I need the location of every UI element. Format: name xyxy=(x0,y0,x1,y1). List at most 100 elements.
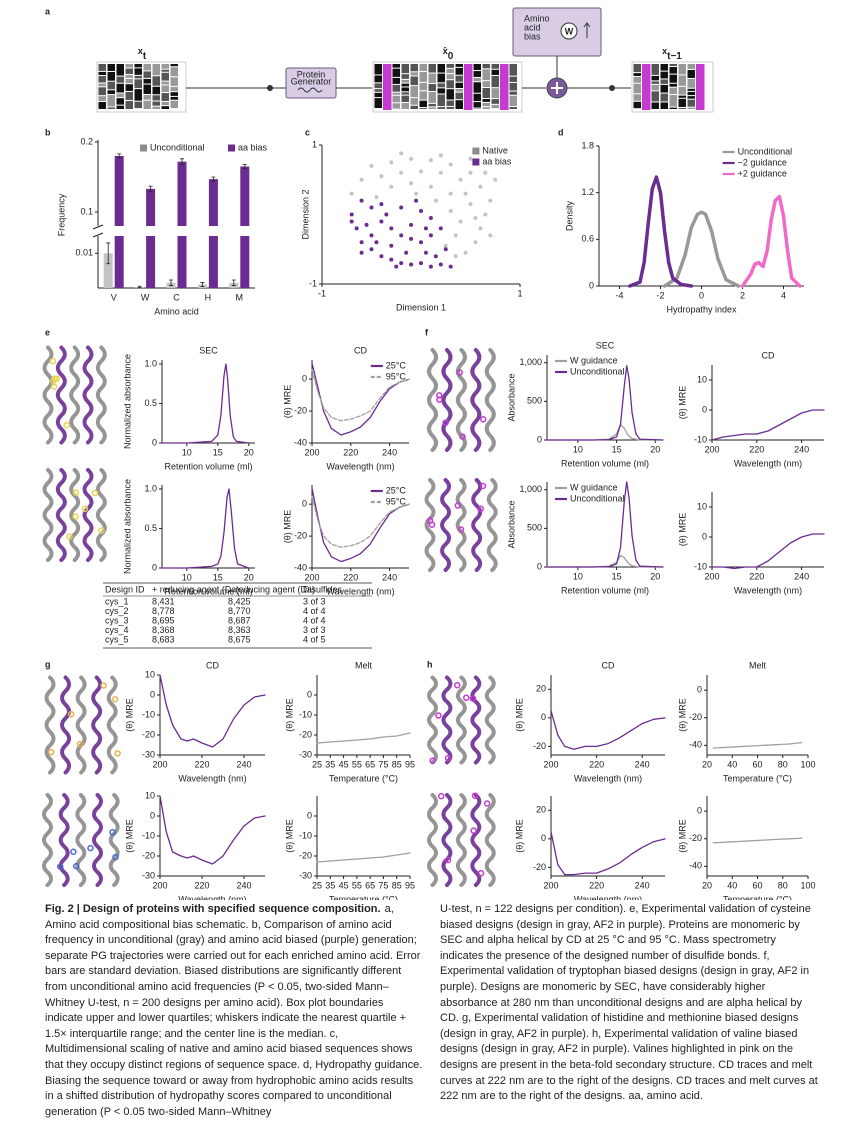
point xyxy=(399,233,404,238)
logo-letter xyxy=(161,72,169,81)
logo-letter xyxy=(437,107,445,109)
table-cell: 4 of 5 xyxy=(303,634,326,644)
logo-letter xyxy=(455,89,463,92)
x-tick-label: 20 xyxy=(702,880,712,890)
logo-letter xyxy=(464,64,473,110)
logo-letter xyxy=(152,106,160,109)
logo-letter xyxy=(125,78,133,84)
point xyxy=(359,240,364,245)
logo-letter xyxy=(161,69,169,72)
x-axis-label: Retention volume (ml) xyxy=(164,461,252,471)
line xyxy=(161,363,250,444)
chart-title: CD xyxy=(206,660,219,670)
logo-letter xyxy=(116,76,124,83)
panel-label: b xyxy=(45,127,51,137)
side-chain xyxy=(444,856,452,864)
x-tick-label: 220 xyxy=(749,444,764,454)
x-tick-label: 55 xyxy=(352,880,362,890)
y-axis-label: Normalized absorbance xyxy=(122,354,132,449)
point xyxy=(468,170,473,175)
logo-letter xyxy=(125,84,133,91)
logo-letter xyxy=(125,68,133,75)
point xyxy=(409,222,414,227)
side-chain xyxy=(67,710,75,718)
point xyxy=(354,226,359,231)
logo-letter xyxy=(392,64,400,68)
legend-label: Native xyxy=(482,145,508,155)
logo-letter xyxy=(392,103,400,109)
x-tick-label: 220 xyxy=(749,571,764,581)
x-axis-label: Temperature (°C) xyxy=(723,894,792,900)
side-chain xyxy=(442,419,449,427)
side-chain xyxy=(454,502,462,509)
x-tick-label: 240 xyxy=(794,571,809,581)
point xyxy=(488,233,493,238)
logo-letter xyxy=(125,75,133,78)
x-tick-label: 220 xyxy=(343,572,358,582)
legend-label: W guidance xyxy=(570,355,618,365)
logo-letter xyxy=(482,87,490,99)
logo-letter xyxy=(633,76,641,83)
x-tick-label: V xyxy=(111,292,117,302)
state-base: x̂ xyxy=(443,46,448,56)
logo-letter xyxy=(428,64,436,73)
logo-letter xyxy=(134,68,142,75)
point xyxy=(423,226,428,231)
point xyxy=(369,247,374,252)
side-chain xyxy=(91,489,99,497)
logo-letter xyxy=(428,103,436,107)
line xyxy=(662,210,741,288)
logo-letter xyxy=(143,100,151,109)
x-tick-label: 10 xyxy=(573,571,583,581)
point xyxy=(438,226,443,231)
point xyxy=(428,233,433,238)
state-base: x xyxy=(662,46,667,56)
side-chain xyxy=(72,513,79,520)
protein-ribbon xyxy=(95,345,107,445)
up-arrow xyxy=(583,22,591,38)
legend-swatch xyxy=(472,158,480,166)
logo-letter xyxy=(678,64,686,75)
protein-ribbon xyxy=(471,478,483,572)
side-chain xyxy=(453,681,461,689)
x-tick-label: 15 xyxy=(213,572,223,582)
table-cell: 8,695 xyxy=(152,615,175,625)
line xyxy=(546,481,664,568)
protein-ribbon xyxy=(92,793,103,887)
y-axis-label: (θ) MRE xyxy=(514,819,524,853)
legend-label: Unconditional xyxy=(570,366,625,376)
logo-letter xyxy=(651,84,659,91)
legend-label: 25°C xyxy=(386,360,407,370)
logo-letter xyxy=(491,69,499,75)
logo-letter xyxy=(134,89,142,101)
y-tick-label: 10 xyxy=(145,790,155,800)
logo-letter xyxy=(446,89,454,100)
logo-letter xyxy=(410,98,418,105)
x-tick-label: 240 xyxy=(382,447,397,457)
side-chain xyxy=(477,869,485,877)
y-axis-label: Frequency xyxy=(56,193,66,236)
logo-letter xyxy=(660,64,668,71)
side-chain xyxy=(428,521,436,528)
x-tick-label: 60 xyxy=(752,759,762,769)
y-axis-label: (θ) MRE xyxy=(284,698,294,732)
logo-letter xyxy=(401,64,409,74)
x-axis-label: Wavelength (nm) xyxy=(574,773,642,783)
logo-letter xyxy=(401,83,409,87)
logo-letter xyxy=(660,71,668,79)
x-tick-label: 15 xyxy=(612,571,622,581)
logo-letter xyxy=(633,73,641,76)
y-tick-label: -20 xyxy=(533,741,546,751)
y-tick-label: -10 xyxy=(142,709,155,719)
logo-letter xyxy=(98,71,106,76)
logo-letter xyxy=(374,75,382,83)
point xyxy=(364,222,369,227)
x-tick-label: 200 xyxy=(304,447,319,457)
table-cell: 8,368 xyxy=(152,625,175,635)
side-chain xyxy=(73,862,80,870)
logo-letter xyxy=(374,89,382,92)
logo-letter xyxy=(152,64,160,76)
bias-residue: W xyxy=(565,26,574,36)
point xyxy=(349,219,354,224)
state-sub: t−1 xyxy=(667,51,682,62)
